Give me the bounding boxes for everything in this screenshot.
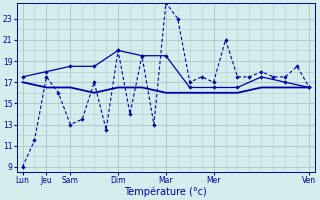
X-axis label: Température (°c): Température (°c) — [124, 187, 207, 197]
